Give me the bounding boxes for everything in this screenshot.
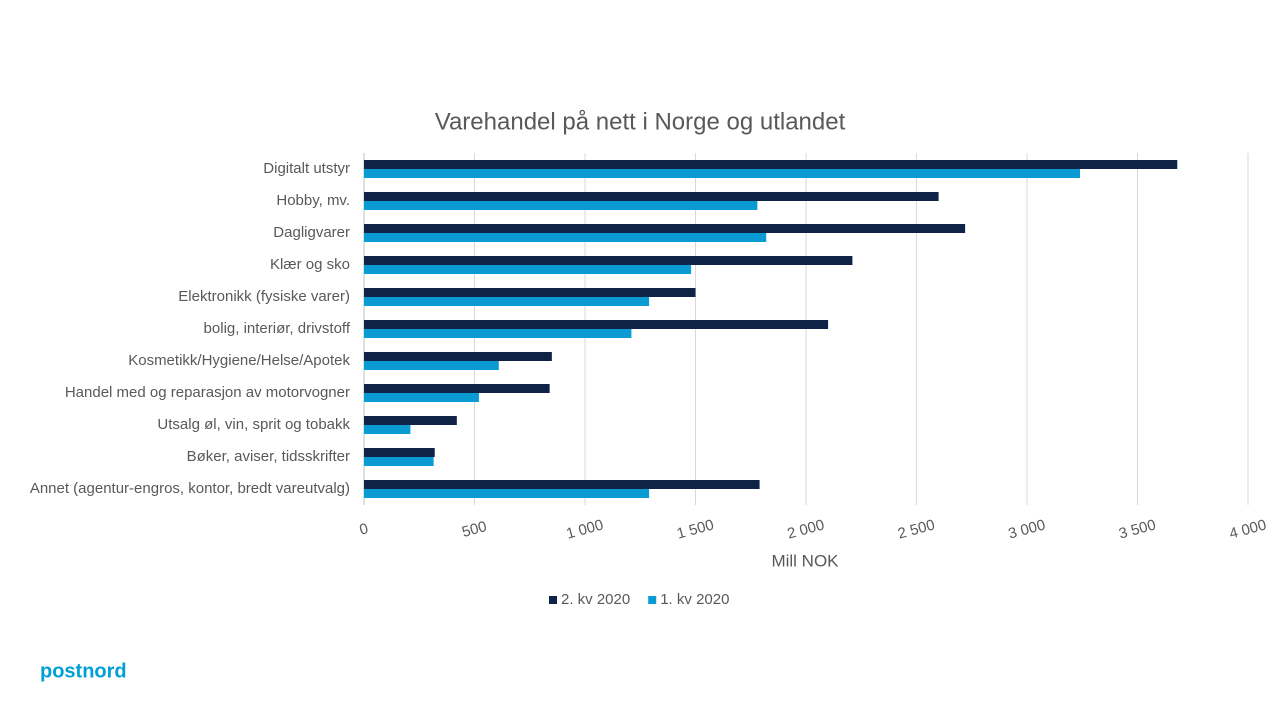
y-tick-label: Elektronikk (fysiske varer) (178, 288, 350, 305)
y-tick-label: Annet (agentur-engros, kontor, bredt var… (30, 480, 350, 497)
bar (364, 457, 434, 466)
x-tick-label: 3 500 (1117, 516, 1158, 542)
bar (364, 297, 650, 306)
y-tick-label: Hobby, mv. (276, 192, 350, 209)
y-tick-label: bolig, interiør, drivstoff (204, 320, 351, 337)
y-tick-label: Dagligvarer (273, 224, 350, 241)
bar (364, 480, 760, 489)
y-tick-label: Digitalt utstyr (263, 160, 350, 177)
legend-label: 2. kv 2020 (561, 591, 630, 608)
x-tick-label: 4 000 (1228, 516, 1269, 542)
x-tick-label: 3 000 (1007, 516, 1048, 542)
chart-title: Varehandel på nett i Norge og utlandet (435, 108, 846, 135)
logo: postnord (40, 660, 127, 682)
bar (364, 320, 829, 329)
bar (364, 416, 457, 425)
y-tick-label: Handel med og reparasjon av motorvogner (65, 384, 350, 401)
x-tick-label: 1 500 (675, 516, 716, 542)
bar (364, 352, 552, 361)
legend-swatch (648, 596, 657, 604)
bar (364, 169, 1081, 178)
x-tick-label: 0 (358, 520, 370, 539)
bar (364, 160, 1178, 169)
bar (364, 192, 939, 201)
x-axis-title: Mill NOK (771, 551, 839, 570)
bar (364, 384, 550, 393)
x-tick-label: 2 000 (786, 516, 827, 542)
y-tick-label: Utsalg øl, vin, sprit og tobakk (157, 416, 350, 433)
bar (364, 361, 499, 370)
bar (364, 288, 696, 297)
bar (364, 201, 758, 210)
bar (364, 489, 650, 498)
legend-swatch (549, 596, 557, 604)
bar (364, 256, 853, 265)
y-tick-label: Klær og sko (270, 256, 350, 273)
bar (364, 448, 435, 457)
x-tick-label: 2 500 (896, 516, 937, 542)
legend-label: 1. kv 2020 (660, 591, 729, 608)
bar (364, 265, 692, 274)
bar (364, 224, 966, 233)
bar (364, 393, 479, 402)
x-tick-label: 500 (460, 518, 489, 541)
y-tick-label: Kosmetikk/Hygiene/Helse/Apotek (128, 352, 350, 369)
y-tick-label: Bøker, aviser, tidsskrifter (187, 448, 350, 465)
bar (364, 329, 632, 338)
bar (364, 425, 411, 434)
x-tick-label: 1 000 (565, 516, 606, 542)
bar (364, 233, 767, 242)
